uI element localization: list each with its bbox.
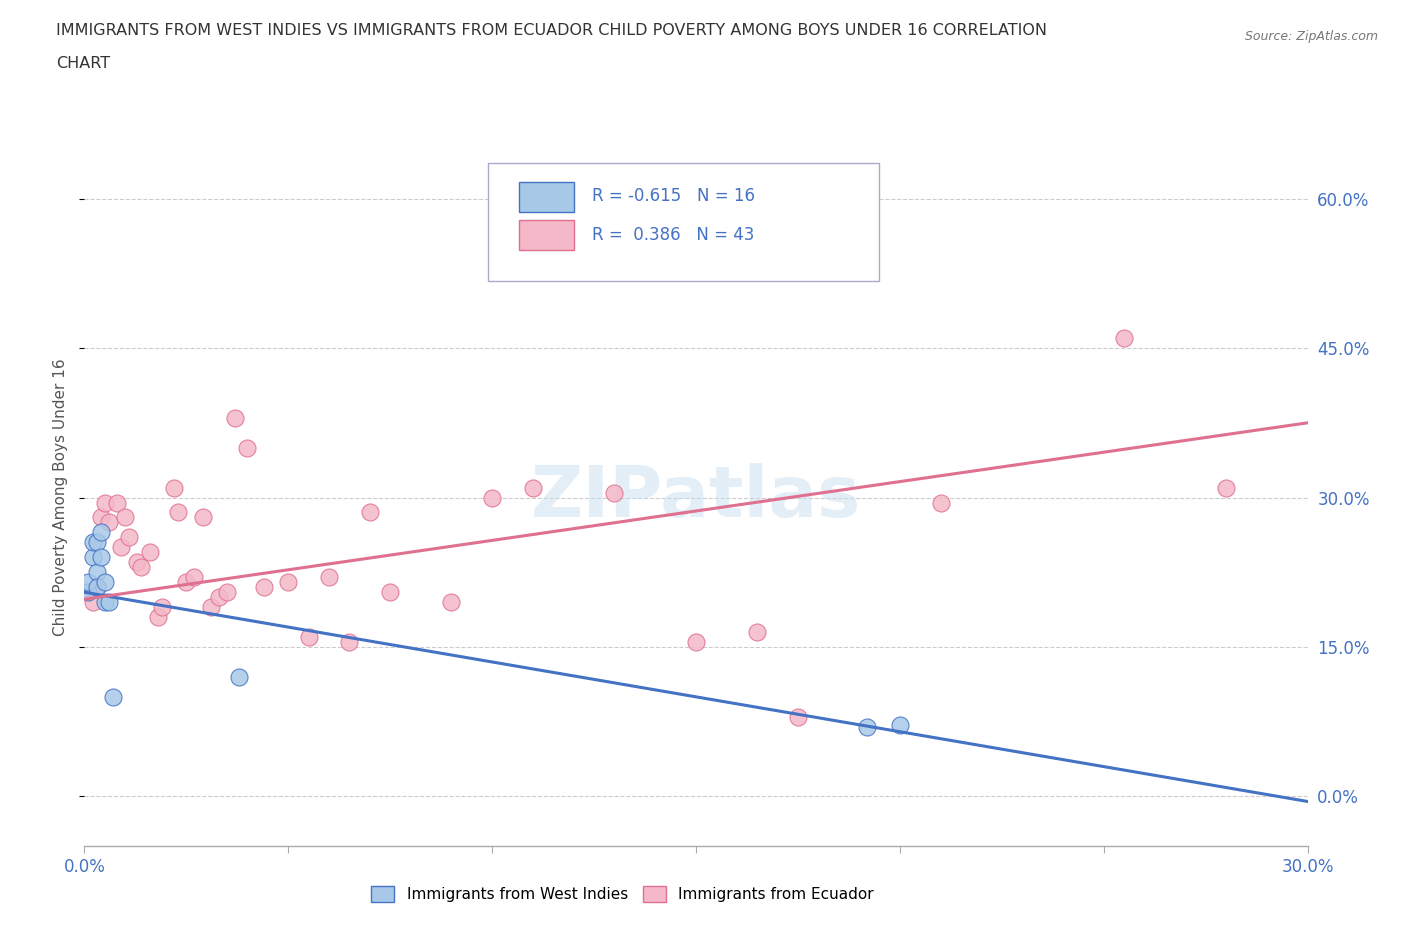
Point	[603, 485, 626, 500]
Point	[380, 585, 402, 600]
Point	[191, 510, 214, 525]
Point	[77, 575, 100, 590]
Point	[318, 570, 340, 585]
Point	[93, 575, 117, 590]
Point	[217, 585, 239, 600]
Legend: Immigrants from West Indies, Immigrants from Ecuador: Immigrants from West Indies, Immigrants …	[366, 880, 880, 909]
Point	[167, 505, 190, 520]
Point	[481, 490, 503, 505]
Point	[90, 510, 112, 525]
Point	[97, 595, 120, 610]
Point	[114, 510, 136, 525]
Text: R = -0.615   N = 16: R = -0.615 N = 16	[592, 187, 755, 206]
Point	[163, 480, 186, 495]
Y-axis label: Child Poverty Among Boys Under 16: Child Poverty Among Boys Under 16	[53, 359, 69, 636]
Point	[101, 689, 124, 704]
Point	[105, 495, 128, 510]
Point	[110, 540, 132, 555]
FancyBboxPatch shape	[519, 220, 574, 250]
Point	[856, 719, 879, 734]
Point	[339, 634, 361, 649]
Point	[118, 530, 141, 545]
Point	[1114, 331, 1136, 346]
Point	[77, 585, 100, 600]
Point	[86, 565, 108, 579]
Point	[200, 600, 222, 615]
Point	[522, 480, 544, 495]
Point	[93, 495, 117, 510]
Point	[127, 555, 149, 570]
Point	[86, 579, 108, 594]
Point	[97, 515, 120, 530]
Point	[224, 410, 246, 425]
Point	[359, 505, 381, 520]
Point	[228, 670, 250, 684]
Point	[685, 634, 707, 649]
Point	[747, 625, 769, 640]
Point	[440, 595, 463, 610]
Point	[86, 579, 108, 594]
Point	[86, 535, 108, 550]
Text: ZIPatlas: ZIPatlas	[531, 463, 860, 532]
Point	[787, 710, 810, 724]
Point	[150, 600, 173, 615]
Text: R =  0.386   N = 43: R = 0.386 N = 43	[592, 226, 755, 244]
Text: CHART: CHART	[56, 56, 110, 71]
Point	[82, 595, 104, 610]
Point	[90, 525, 112, 540]
Point	[90, 550, 112, 565]
FancyBboxPatch shape	[488, 163, 880, 282]
Point	[183, 570, 205, 585]
Point	[277, 575, 299, 590]
FancyBboxPatch shape	[519, 181, 574, 212]
Point	[93, 595, 117, 610]
Point	[1215, 480, 1237, 495]
Point	[82, 535, 104, 550]
Point	[138, 545, 160, 560]
Point	[889, 717, 911, 732]
Point	[236, 440, 259, 455]
Point	[131, 560, 153, 575]
Point	[82, 550, 104, 565]
Point	[253, 579, 276, 594]
Text: IMMIGRANTS FROM WEST INDIES VS IMMIGRANTS FROM ECUADOR CHILD POVERTY AMONG BOYS : IMMIGRANTS FROM WEST INDIES VS IMMIGRANT…	[56, 23, 1047, 38]
Point	[298, 630, 321, 644]
Point	[929, 495, 952, 510]
Point	[208, 590, 231, 604]
Text: Source: ZipAtlas.com: Source: ZipAtlas.com	[1244, 30, 1378, 43]
Point	[807, 221, 830, 236]
Point	[146, 610, 169, 625]
Point	[77, 585, 100, 600]
Point	[176, 575, 198, 590]
